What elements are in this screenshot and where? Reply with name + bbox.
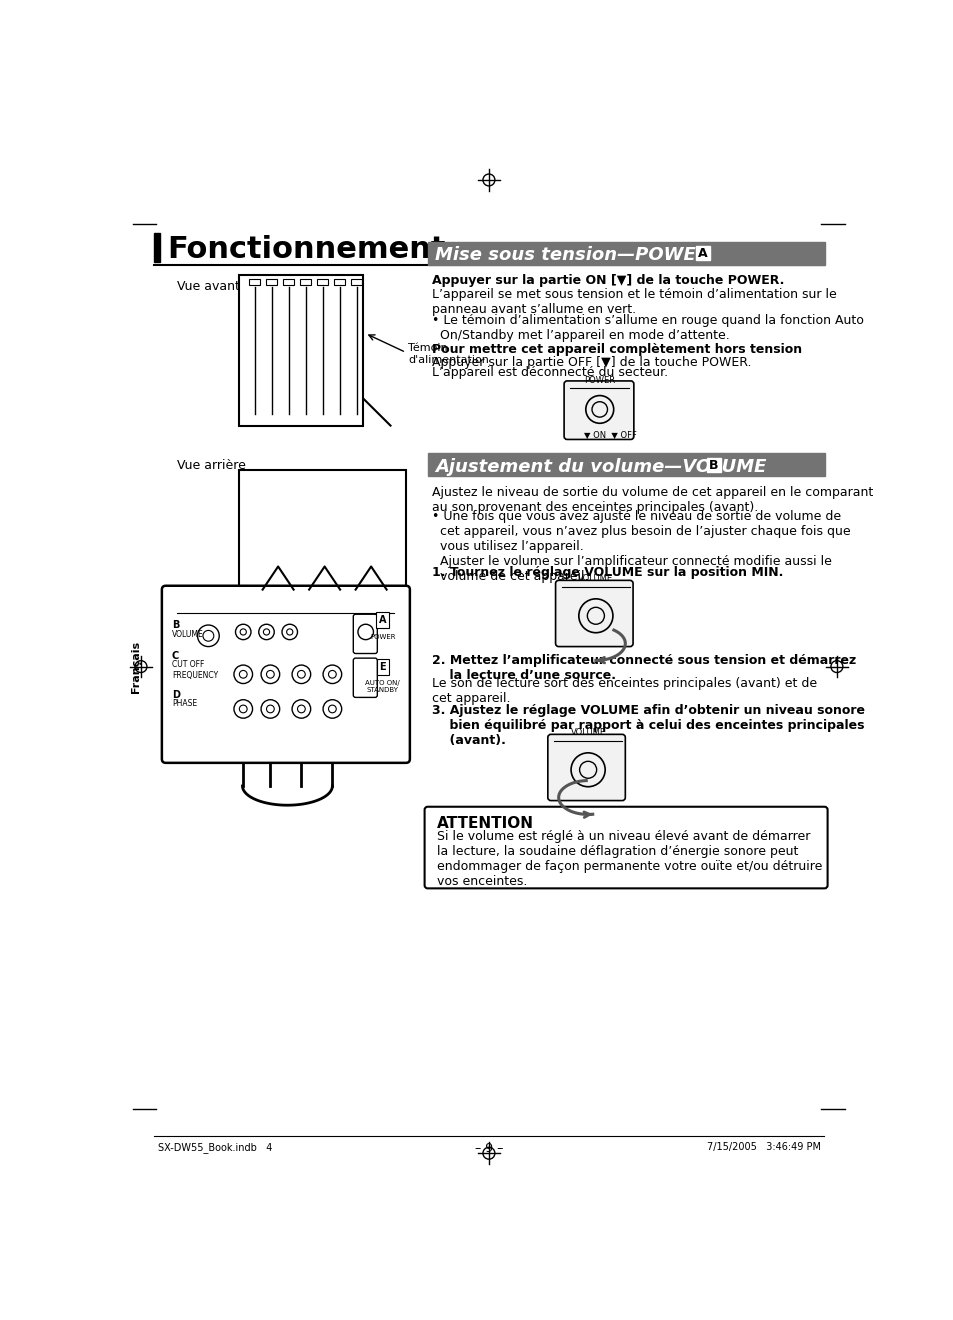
FancyBboxPatch shape [353,659,377,697]
Text: MIN: MIN [609,591,624,601]
Text: Vue arrière: Vue arrière [177,459,246,471]
Text: VOLUME: VOLUME [172,630,204,639]
Text: Ajustement du volume—VOLUME: Ajustement du volume—VOLUME [435,458,766,477]
Text: MIN: MIN [600,744,617,754]
Bar [334,280,344,285]
Circle shape [235,624,251,640]
FancyBboxPatch shape [424,807,827,888]
Circle shape [258,624,274,640]
Circle shape [292,700,311,718]
Text: • Une fois que vous avez ajusté le niveau de sortie de volume de
  cet appareil,: • Une fois que vous avez ajusté le nivea… [431,511,849,583]
Circle shape [197,626,219,647]
Bar [427,453,823,477]
Text: VOLUME: VOLUME [570,729,605,738]
Circle shape [282,624,297,640]
Text: Français: Français [132,640,141,693]
Text: VOLUME: VOLUME [578,574,613,583]
Text: B: B [708,459,718,471]
Text: Appuyer sur la partie ON [▼] de la touche POWER.: Appuyer sur la partie ON [▼] de la touch… [431,275,783,286]
Circle shape [323,700,341,718]
FancyBboxPatch shape [563,381,633,440]
Text: 3. Ajustez le réglage VOLUME afin d’obtenir un niveau sonore
    bien équilibré : 3. Ajustez le réglage VOLUME afin d’obte… [431,705,863,747]
Circle shape [571,752,604,787]
Text: Fonctionnement: Fonctionnement [167,235,445,264]
Bar [427,242,823,264]
Circle shape [323,665,341,684]
Text: Si le volume est réglé à un niveau élevé avant de démarrer
la lecture, la soudai: Si le volume est réglé à un niveau élevé… [436,830,821,888]
Text: ATTENTION: ATTENTION [436,816,534,832]
Text: A: A [378,615,386,626]
FancyBboxPatch shape [547,734,624,800]
Bar [266,280,276,285]
Circle shape [261,700,279,718]
FancyBboxPatch shape [555,581,633,647]
Text: A: A [698,247,707,260]
Text: Mise sous tension—POWER: Mise sous tension—POWER [435,246,709,264]
Text: Témoin
d'alimentation: Témoin d'alimentation [408,343,489,364]
Text: 7/15/2005   3:46:49 PM: 7/15/2005 3:46:49 PM [706,1142,820,1152]
Bar [239,276,363,425]
Text: 2. Mettez l’amplificateur connecté sous tension et démarrez
    la lecture d’une: 2. Mettez l’amplificateur connecté sous … [431,655,855,682]
Text: Pour mettre cet appareil complètement hors tension: Pour mettre cet appareil complètement ho… [431,343,801,356]
Circle shape [233,665,253,684]
Text: Ajustez le niveau de sortie du volume de cet appareil en le comparant
au son pro: Ajustez le niveau de sortie du volume de… [431,486,872,513]
Text: POWER: POWER [583,376,615,385]
FancyBboxPatch shape [353,614,377,653]
Text: C: C [172,651,179,661]
Text: ▼ ON  ▼ OFF: ▼ ON ▼ OFF [583,430,637,440]
Circle shape [292,665,311,684]
Text: MAX: MAX [566,591,584,601]
Text: AUTO ON/
STANDBY: AUTO ON/ STANDBY [365,681,399,693]
Text: SX-DW55_Book.indb   4: SX-DW55_Book.indb 4 [158,1142,273,1154]
Text: Appuyer sur la partie OFF [▼] de la touche POWER.: Appuyer sur la partie OFF [▼] de la touc… [431,355,750,368]
Circle shape [578,599,612,632]
Text: B: B [172,620,179,631]
Circle shape [233,700,253,718]
Text: Vue avant: Vue avant [177,280,240,293]
Bar [351,280,361,285]
Bar [316,280,328,285]
Bar [706,458,720,471]
Text: CUT OFF
FREQUENCY: CUT OFF FREQUENCY [172,660,218,680]
Text: 1. Tournez le réglage VOLUME sur la position MIN.: 1. Tournez le réglage VOLUME sur la posi… [431,566,782,578]
Bar [249,280,259,285]
Bar [282,280,294,285]
Text: L’appareil est déconnecté du secteur.: L’appareil est déconnecté du secteur. [431,367,667,379]
Text: MAX: MAX [558,744,577,754]
Text: – 9 –: – 9 – [475,1142,502,1155]
Text: D: D [172,689,180,700]
Text: E: E [379,661,386,672]
Bar [299,280,311,285]
Text: Le son de lecture sort des enceintes principales (avant) et de
cet appareil.: Le son de lecture sort des enceintes pri… [431,677,816,705]
FancyBboxPatch shape [162,586,410,763]
Bar [154,234,160,263]
Bar [695,246,709,260]
Text: • Le témoin d’alimentation s’allume en rouge quand la fonction Auto
  On/Standby: • Le témoin d’alimentation s’allume en r… [431,314,862,342]
Bar [239,470,406,590]
Text: L’appareil se met sous tension et le témoin d’alimentation sur le
panneau avant : L’appareil se met sous tension et le tém… [431,288,836,315]
Text: PHASE: PHASE [172,700,197,708]
Circle shape [261,665,279,684]
Circle shape [585,396,613,424]
Text: POWER: POWER [370,635,395,640]
